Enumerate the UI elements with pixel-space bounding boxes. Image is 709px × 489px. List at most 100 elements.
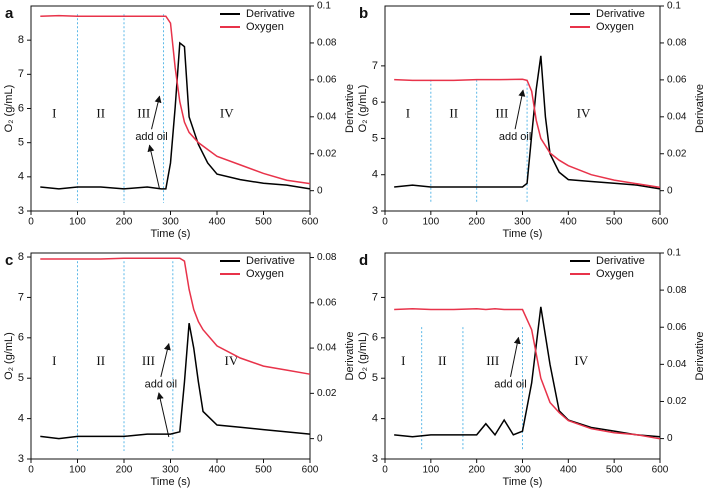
x-tick-label: 200 [116,465,133,476]
phase-label: III [137,106,150,121]
y-tick-label: 4 [372,169,378,181]
x-tick-label: 400 [209,465,226,476]
y-tick-label: 7 [18,291,24,303]
y2-tick-label: 0.04 [317,343,337,354]
phase-label: III [486,353,499,368]
y2-axis-label: Derivative [694,332,706,381]
y2-tick-label: 0.1 [667,248,681,259]
series-line [40,14,311,185]
y2-axis-label: Derivative [694,84,706,133]
y2-tick-label: 0.08 [317,38,337,49]
x-axis-label: Time (s) [503,476,543,488]
y2-axis-label: Derivative [344,84,356,133]
legend-label: Oxygen [246,268,284,280]
legend-label: Derivative [596,255,645,267]
x-tick-label: 100 [422,217,439,228]
y-axis-label: O₂ (g/mL) [3,85,15,133]
phase-label: II [96,106,105,121]
y-tick-label: 3 [18,453,24,465]
x-tick-label: 100 [69,465,86,476]
y-tick-label: 3 [18,205,24,217]
x-tick-label: 100 [422,465,439,476]
y2-tick-label: 0.04 [667,359,687,370]
x-tick-label: 0 [382,465,388,476]
x-tick-label: 300 [514,465,531,476]
y-tick-label: 6 [18,102,24,114]
x-axis-label: Time (s) [151,476,191,488]
x-tick-label: 600 [302,465,319,476]
x-tick-label: 500 [606,217,623,228]
y-tick-label: 4 [372,413,378,425]
arrow [510,336,521,377]
y2-tick-label: 0.1 [667,1,681,12]
panel-label: b [359,5,368,22]
y-tick-label: 7 [372,291,378,303]
x-tick-label: 400 [560,217,577,228]
series-line [40,323,311,440]
y-tick-label: 5 [18,137,24,149]
y2-tick-label: 0.08 [317,252,337,263]
y2-tick-label: 0.02 [317,148,337,159]
annotation: add oil [145,379,177,391]
y-tick-label: 5 [372,372,378,384]
panel-label: a [5,5,14,22]
legend-label: Derivative [246,255,295,267]
y2-axis-label: Derivative [344,332,356,381]
annotation: add oil [494,379,526,391]
y2-tick-label: 0.02 [667,396,687,407]
y2-tick-label: 0 [667,185,673,196]
arrow [156,392,170,438]
x-tick-label: 200 [468,465,485,476]
y-tick-label: 8 [18,251,24,263]
y2-tick-label: 0.02 [317,388,337,399]
series-line [394,78,661,189]
phase-label: I [406,106,410,121]
y-tick-label: 8 [18,34,24,46]
phase-label: II [438,353,447,368]
y2-tick-label: 0.06 [317,297,337,308]
x-axis-label: Time (s) [503,228,543,240]
arrow [514,89,526,130]
phase-label: IV [220,106,234,121]
y-tick-label: 4 [18,171,24,183]
legend-label: Oxygen [246,21,284,33]
y-axis-label: O₂ (g/mL) [357,85,369,133]
x-tick-label: 600 [652,465,669,476]
y-tick-label: 4 [18,413,24,425]
y2-tick-label: 0.1 [317,1,331,12]
y-tick-label: 3 [372,205,378,217]
series-line [394,55,661,190]
x-tick-label: 200 [468,217,485,228]
y-axis-label: O₂ (g/mL) [3,332,15,380]
y2-tick-label: 0 [317,433,323,444]
x-tick-label: 300 [514,217,531,228]
x-tick-label: 0 [28,465,34,476]
legend-label: Oxygen [596,21,634,33]
y2-tick-label: 0.02 [667,148,687,159]
panel-label: c [5,252,13,269]
y-tick-label: 7 [18,68,24,80]
arrow [160,342,171,377]
x-tick-label: 300 [162,465,179,476]
phase-label: I [52,106,56,121]
x-tick-label: 500 [255,465,272,476]
plot-frame [30,252,311,460]
phase-label: I [52,353,56,368]
y-tick-label: 3 [372,453,378,465]
y2-tick-label: 0 [317,185,323,196]
phase-label: III [495,106,508,121]
y-axis-label: O₂ (g/mL) [357,332,369,380]
panel-label: d [359,252,368,269]
y2-tick-label: 0.06 [667,322,687,333]
y2-tick-label: 0 [667,433,673,444]
y-tick-label: 5 [372,132,378,144]
y2-tick-label: 0.04 [667,111,687,122]
annotation: add oil [135,131,167,143]
y2-tick-label: 0.04 [317,111,337,122]
plot-frame [30,5,311,212]
x-tick-label: 500 [606,465,623,476]
legend-label: Derivative [246,8,295,20]
y2-tick-label: 0.08 [667,38,687,49]
arrow [151,95,162,130]
